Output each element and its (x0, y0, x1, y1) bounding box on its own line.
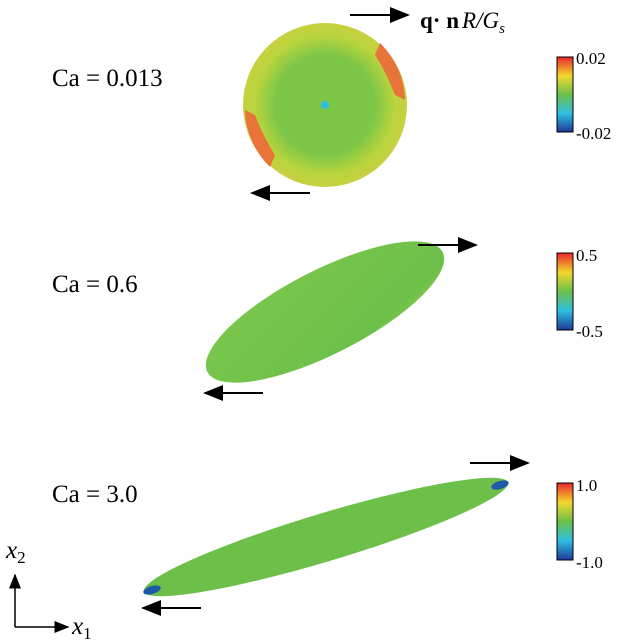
colorbar-max: 0.5 (576, 246, 597, 265)
figure: q· nR/Gs Ca = 0.013 0.02 -0.02 Ca = 0.6 … (0, 0, 636, 644)
axis-label: x1 (71, 613, 92, 643)
colorbar-min: -0.02 (576, 124, 611, 143)
panel-label: Ca = 3.0 (52, 481, 138, 508)
spot (321, 101, 329, 109)
colorbar (557, 483, 573, 560)
colorbar-min: -1.0 (576, 553, 603, 572)
colorbar (557, 253, 573, 330)
drop (137, 459, 515, 614)
panel-label: Ca = 0.013 (52, 65, 163, 92)
axis-label: x2 (5, 537, 26, 567)
colorbar-max: 0.02 (576, 49, 606, 68)
colorbar (557, 57, 573, 132)
panel-label: Ca = 0.6 (52, 271, 138, 298)
colorbar-min: -0.5 (576, 322, 603, 341)
drop (188, 215, 461, 410)
colorbar-max: 1.0 (576, 476, 597, 495)
